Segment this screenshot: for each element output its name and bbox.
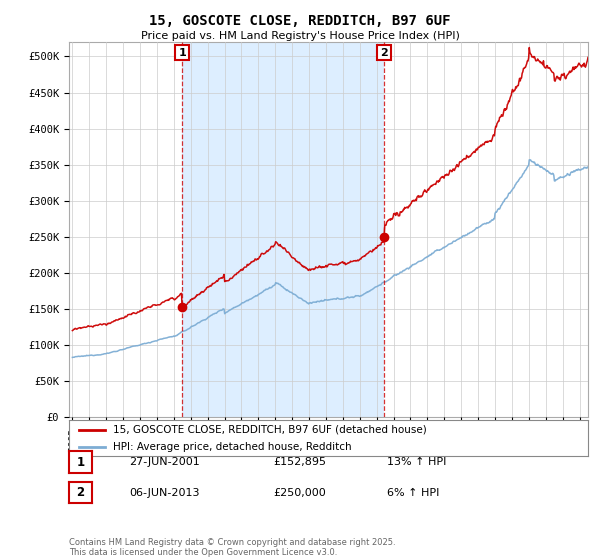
Text: 13% ↑ HPI: 13% ↑ HPI [387,457,446,467]
Text: 15, GOSCOTE CLOSE, REDDITCH, B97 6UF (detached house): 15, GOSCOTE CLOSE, REDDITCH, B97 6UF (de… [113,425,427,435]
Text: 06-JUN-2013: 06-JUN-2013 [129,488,199,498]
Text: Price paid vs. HM Land Registry's House Price Index (HPI): Price paid vs. HM Land Registry's House … [140,31,460,41]
Bar [182,42,384,417]
Text: 2: 2 [76,486,85,500]
Text: £250,000: £250,000 [273,488,326,498]
Text: Contains HM Land Registry data © Crown copyright and database right 2025.
This d: Contains HM Land Registry data © Crown c… [69,538,395,557]
Text: 1: 1 [178,48,186,58]
Text: 1: 1 [76,455,85,469]
Text: 2: 2 [380,48,388,58]
Text: 15, GOSCOTE CLOSE, REDDITCH, B97 6UF: 15, GOSCOTE CLOSE, REDDITCH, B97 6UF [149,14,451,28]
Text: 6% ↑ HPI: 6% ↑ HPI [387,488,439,498]
Text: 27-JUN-2001: 27-JUN-2001 [129,457,200,467]
Text: HPI: Average price, detached house, Redditch: HPI: Average price, detached house, Redd… [113,442,352,451]
Text: £152,895: £152,895 [273,457,326,467]
